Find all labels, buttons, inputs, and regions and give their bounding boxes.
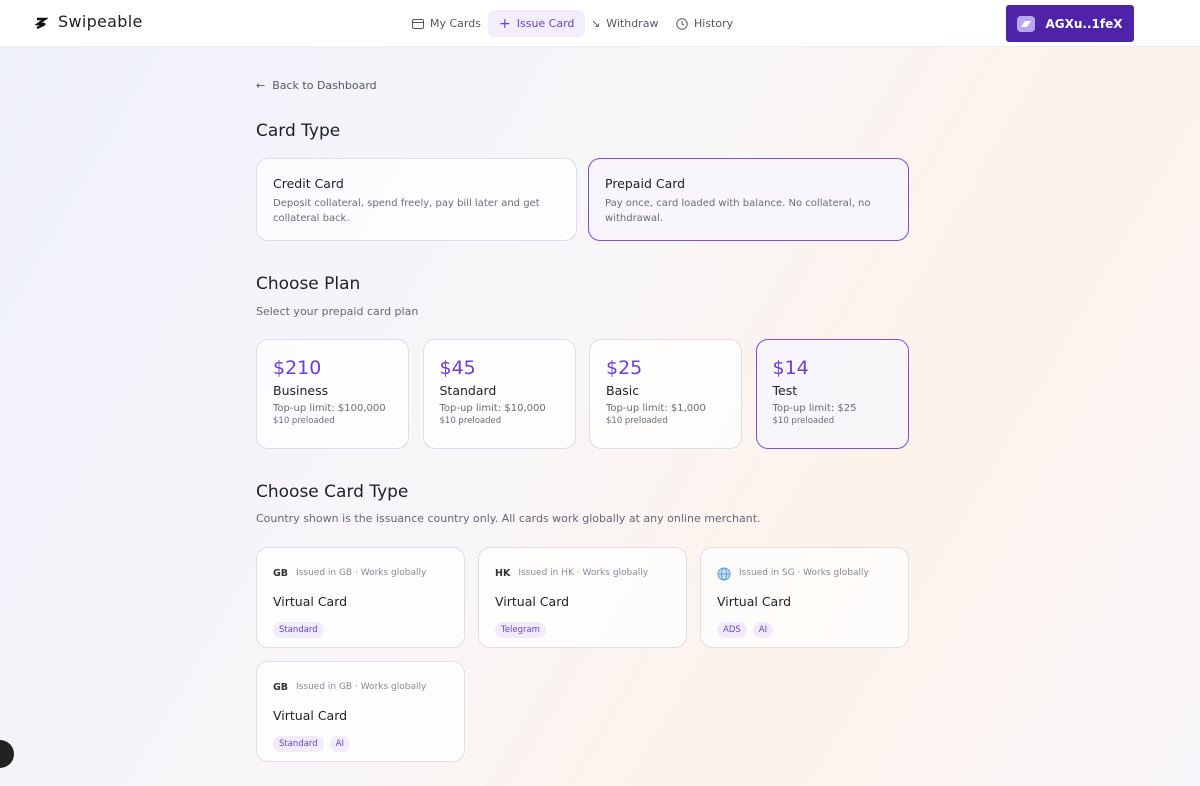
- section-title: Card Type: [256, 121, 341, 141]
- nav-item[interactable]: + Issue Card: [488, 10, 586, 37]
- issued-text: Issued in HK · Works globally: [518, 567, 649, 578]
- plan-card[interactable]: $210 Business Top-up limit: $100,000 $10 pr…: [256, 339, 409, 449]
- section-subtitle: Select your prepaid card plan: [256, 305, 419, 318]
- plan-card[interactable]: $14 Test Top-up limit: $25 $10 preloaded: [755, 339, 909, 449]
- card-origin: Issued in SG · Works globally: [717, 566, 892, 581]
- header: Swipeable My Cards + Issue Card ↘ Withdraw…: [0, 0, 1200, 47]
- nav-item[interactable]: My Cards: [401, 10, 492, 37]
- nav-label: Withdraw: [606, 17, 659, 30]
- plan-preloaded: $10 preloaded: [273, 416, 335, 426]
- option-description: Pay once, card loaded with balance. No c…: [605, 198, 871, 224]
- card-type-option[interactable]: Credit Card Deposit collateral, spend fre…: [256, 158, 577, 241]
- issued-text: Issued in SG · Works globally: [739, 567, 869, 578]
- country-code: GB: [273, 567, 289, 579]
- back-link[interactable]: ← Back to Dashboard: [256, 79, 377, 92]
- plan-name: Business: [273, 383, 329, 398]
- tag-list: Standard: [273, 617, 448, 638]
- plan-limit: Top-up limit: $10,000: [439, 403, 546, 414]
- nav-item[interactable]: History: [665, 10, 744, 37]
- card-name: Virtual Card: [273, 594, 348, 609]
- logo[interactable]: Swipeable: [58, 12, 143, 31]
- tag-list: Telegram: [495, 617, 670, 638]
- back-label: Back to Dashboard: [272, 79, 377, 92]
- card-origin: GB Issued in GB · Works globally: [273, 680, 448, 694]
- tag: Standard: [273, 622, 324, 638]
- plan-name: Standard: [439, 383, 497, 398]
- section-subtitle: Country shown is the issuance country on…: [256, 512, 761, 525]
- nav-label: History: [694, 17, 734, 30]
- plan-card[interactable]: $45 Standard Top-up limit: $10,000 $10 prel…: [422, 339, 576, 449]
- card-name: Virtual Card: [717, 594, 792, 609]
- wallet-button[interactable]: AGXu..1feX: [1006, 5, 1134, 42]
- logo-icon: [34, 17, 48, 30]
- plan-price: $45: [439, 357, 476, 379]
- section-title: Choose Plan: [256, 274, 361, 294]
- plan-limit: Top-up limit: $1,000: [606, 403, 706, 414]
- floating-button[interactable]: [0, 740, 14, 768]
- nav-label: Issue Card: [516, 17, 575, 30]
- plan-preloaded: $10 preloaded: [606, 416, 668, 426]
- plan-price: $25: [606, 357, 643, 379]
- tag: AI: [329, 736, 350, 752]
- card-type-option[interactable]: Prepaid Card Pay once, card loaded with b…: [588, 158, 909, 241]
- tag-list: ADS AI: [717, 617, 892, 638]
- country-code: HK: [495, 567, 511, 579]
- tag: Standard: [273, 736, 324, 752]
- plan-price: $210: [273, 357, 322, 379]
- plan-name: Basic: [606, 383, 640, 398]
- card-name: Virtual Card: [273, 708, 348, 723]
- virtual-card-option[interactable]: HK Issued in HK · Works globally Virtual C…: [478, 547, 687, 648]
- card-name: Virtual Card: [495, 594, 570, 609]
- tag: AI: [752, 622, 774, 638]
- issued-text: Issued in GB · Works globally: [296, 681, 427, 692]
- tag: ADS: [717, 622, 747, 638]
- nav-item[interactable]: ↘ Withdraw: [591, 17, 659, 30]
- plan-name: Test: [772, 383, 798, 398]
- tag-list: Standard AI: [273, 731, 448, 752]
- issued-text: Issued in GB · Works globally: [296, 567, 427, 578]
- plan-limit: Top-up limit: $25: [772, 403, 857, 414]
- plan-preloaded: $10 preloaded: [439, 416, 502, 426]
- virtual-card-option[interactable]: GB Issued in GB · Works globally Virtual C…: [256, 547, 465, 648]
- plan-limit: Top-up limit: $100,000: [273, 403, 386, 414]
- option-description: Deposit collateral, spend freely, pay bi…: [273, 198, 540, 224]
- virtual-card-option[interactable]: GB Issued in GB · Works globally Virtual C…: [256, 661, 465, 762]
- tag: Telegram: [495, 622, 546, 638]
- plan-preloaded: $10 preloaded: [772, 416, 835, 426]
- globe-icon: [717, 566, 731, 581]
- card-origin: HK Issued in HK · Works globally: [495, 566, 670, 580]
- option-title: Credit Card: [273, 176, 344, 191]
- option-title: Prepaid Card: [605, 176, 686, 191]
- plan-price: $14: [772, 357, 809, 379]
- virtual-card-option[interactable]: Issued in SG · Works globally Virtual Car…: [700, 547, 909, 648]
- card-origin: GB Issued in GB · Works globally: [273, 566, 448, 580]
- section-title: Choose Card Type: [256, 482, 409, 502]
- wallet-address: AGXu..1feX: [1045, 16, 1123, 31]
- plan-card[interactable]: $25 Basic Top-up limit: $1,000 $10 preloade…: [589, 339, 742, 449]
- country-code: GB: [273, 681, 289, 693]
- nav-label: My Cards: [430, 17, 481, 30]
